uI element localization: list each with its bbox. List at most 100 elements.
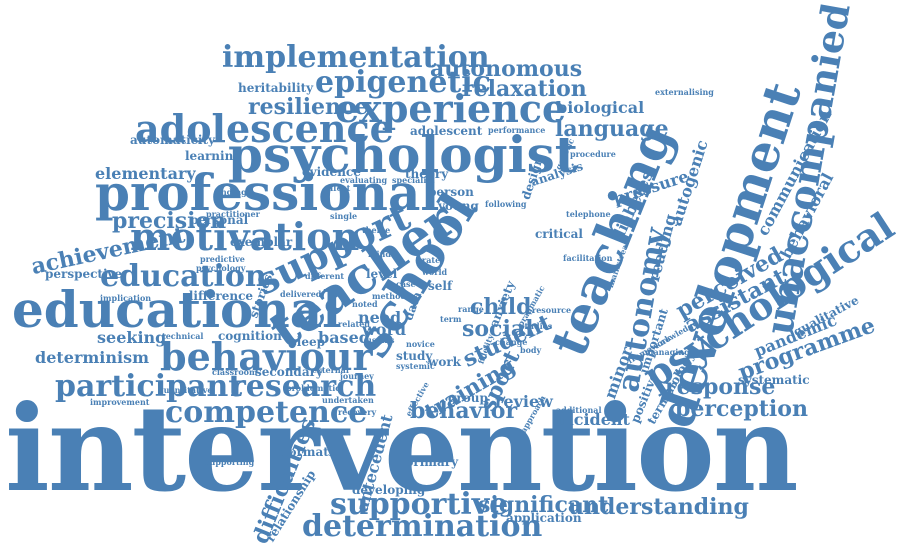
word-behavior: behavior (410, 398, 518, 424)
word-self: self (428, 279, 453, 293)
word-experience: experience (335, 86, 567, 131)
word-critical: critical (535, 227, 583, 241)
word-rate: rate (422, 255, 441, 265)
word-journey: journey (340, 371, 374, 381)
word-theme: theme (362, 225, 391, 235)
word-based: based (318, 328, 370, 347)
word-review: review (495, 392, 553, 411)
word-determinism: determinism (35, 348, 150, 367)
word-adolescent: adolescent (410, 124, 483, 138)
word-usams: usams (366, 335, 395, 345)
word-predictive: predictive (200, 254, 245, 264)
word-resource: resource (532, 305, 572, 315)
word-participant: participant (55, 369, 243, 404)
word-managing: managing (645, 347, 690, 357)
word-relaxation: relaxation (462, 76, 587, 102)
word-group: group (448, 391, 488, 405)
word-primary: primary (405, 455, 459, 469)
word-externalising: externalising (655, 87, 714, 97)
word-sleep: sleep (290, 335, 325, 349)
word-heritability: heritability (238, 81, 314, 95)
word-application: application (506, 511, 582, 525)
word-secondary: secondary (255, 365, 323, 379)
word-exemplar: exemplar (230, 235, 293, 249)
word-child: child (470, 294, 532, 320)
word-classroom: classroom (212, 367, 258, 377)
word-automaticity: automaticity (130, 133, 216, 147)
word-noted: noted (352, 299, 378, 309)
word-study: study (396, 349, 433, 363)
word-mind: mind (368, 249, 391, 259)
word-improvement: improvement (90, 397, 150, 407)
word-behaviour: behaviour (160, 334, 373, 379)
word-implication: implication (100, 293, 152, 303)
word-education: education (100, 259, 267, 294)
word-supportive: supportive (330, 487, 509, 522)
word-world: world (422, 267, 448, 277)
word-evaluating: evaluating (340, 175, 388, 185)
word-autonomous: autonomous (430, 56, 583, 82)
word-external: external (312, 365, 349, 375)
word-term: term (440, 314, 462, 324)
word-adolescence: adolescence (135, 106, 394, 151)
word-intervention: intervention (5, 379, 799, 518)
word-incident: incident (556, 410, 630, 429)
word-technical: technical (162, 331, 204, 341)
word-professional: professional (95, 163, 440, 222)
word-epigenetic: epigenetic (315, 65, 491, 100)
word-related: related (338, 319, 370, 329)
word-facilitation: facilitation (563, 253, 613, 263)
word-understanding: understanding (568, 494, 749, 520)
word-word: word (362, 320, 407, 339)
word-undertaken: undertaken (322, 395, 374, 405)
word-case: case (396, 279, 416, 289)
word-significant: significant (478, 492, 609, 518)
word-person: person (428, 185, 474, 199)
word-biological: biological (556, 98, 645, 117)
word-novice: novice (406, 339, 435, 349)
word-performance: performance (488, 125, 546, 135)
word-procedure: procedure (570, 149, 616, 159)
word-response: response (665, 374, 776, 400)
word-quantitative: quantitative (158, 385, 213, 395)
word-systemic: systemic (396, 361, 435, 371)
word-young: young (438, 199, 479, 213)
word-research: research (230, 369, 377, 404)
word-cognition: cognition (218, 329, 282, 343)
word-psychologist: psychologist (228, 125, 578, 184)
word-perception: perception (675, 396, 808, 422)
word-change: change (495, 337, 528, 347)
word-level: level (366, 267, 398, 281)
word-recovery: recovery (338, 407, 377, 417)
word-finding: finding (215, 187, 247, 197)
word-studies: studies (520, 321, 553, 331)
word-range: range (458, 304, 484, 314)
word-problematic: problematic (286, 383, 341, 393)
word-theory: theory (405, 167, 449, 181)
word-different: different (305, 271, 345, 281)
word-competence: competence (165, 395, 368, 430)
word-personal: personal (190, 213, 249, 227)
word-determination: determination (302, 509, 543, 544)
word-elementary: elementary (95, 164, 196, 183)
word-perspective: perspective (45, 267, 123, 281)
word-method: method (372, 291, 406, 301)
word-additional: additional (556, 405, 602, 415)
word-body: body (520, 345, 542, 355)
word-following: following (485, 199, 527, 209)
word-difference: difference (185, 289, 254, 303)
word-psychology: psychology (196, 263, 246, 273)
word-supporting: supporting (205, 457, 255, 467)
word-resilience: resilience (248, 94, 369, 120)
word-information: information (270, 445, 351, 459)
word-systematic: systematic (738, 373, 810, 387)
word-learning: learning (185, 149, 242, 163)
word-social: social (462, 316, 534, 342)
word-seeking: seeking (97, 328, 167, 347)
word-single: single (330, 211, 358, 221)
word-language: language (555, 116, 669, 142)
word-educational: educational (12, 280, 342, 339)
word-delivered: delivered (280, 289, 322, 299)
word-precision: precision (112, 208, 227, 234)
